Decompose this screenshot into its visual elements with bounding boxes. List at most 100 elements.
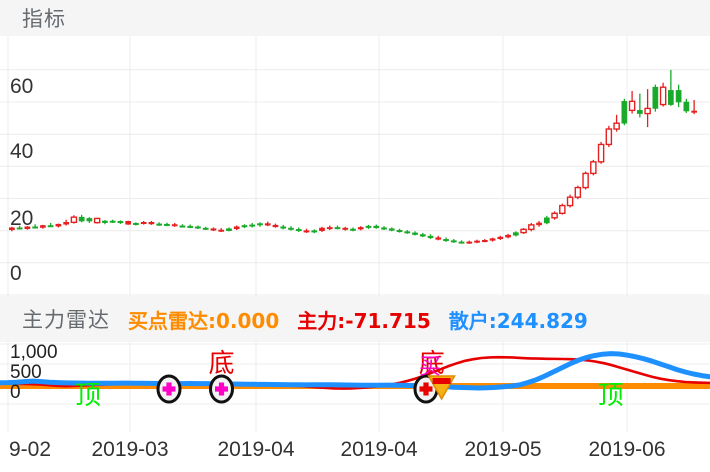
candle-body: [86, 218, 93, 222]
marker-cross-v: [166, 382, 172, 396]
radar-panel-header: 主力雷达 买点雷达:0.000 主力:-71.715 散户:244.829: [0, 296, 710, 342]
candle-body: [419, 234, 426, 237]
retail-line: [0, 351, 710, 391]
candle-body: [520, 228, 527, 234]
candle-body: [528, 224, 535, 231]
candle-body: [93, 217, 101, 224]
candle-body: [474, 240, 480, 243]
candle-body: [435, 237, 442, 240]
candle-body: [326, 227, 333, 230]
candle-body: [295, 229, 302, 232]
marker-cross-v: [423, 382, 429, 396]
candle-body: [24, 226, 31, 230]
kline-plot-area: [0, 36, 710, 296]
candle-body: [202, 227, 209, 230]
candle-body: [288, 227, 294, 230]
candle-body: [388, 228, 395, 231]
kline-y-tick-40: 40: [10, 140, 34, 163]
gold-arrow-marker[interactable]: [427, 375, 456, 401]
candle-body: [319, 227, 325, 231]
candle-body: [342, 227, 349, 230]
candle-body: [148, 222, 155, 225]
top-signal-label: 顶: [598, 381, 624, 411]
radar-lines-svg: 顶 底 底顶 买: [0, 342, 710, 432]
radar-panel-title: 主力雷达: [22, 308, 110, 332]
candle-body: [164, 223, 170, 226]
candle-body: [683, 101, 690, 112]
marker-cross-v: [218, 382, 225, 396]
x-axis-tick-label: 2019-04: [340, 438, 418, 461]
candle-body: [179, 225, 186, 228]
candle-body: [613, 122, 620, 130]
candle-body: [597, 143, 605, 163]
candle-body: [357, 227, 364, 230]
candle-body: [156, 223, 163, 226]
candle-body: [427, 235, 434, 239]
candle-body: [249, 224, 256, 227]
radar-y-tick-500: 500: [10, 362, 42, 383]
candle-body: [536, 222, 542, 226]
x-axis-tick-label: 2019-04: [217, 438, 295, 461]
candle-body: [404, 231, 411, 234]
candle-body: [187, 225, 194, 228]
candle-body: [466, 241, 473, 244]
top-signal-label: 顶: [75, 381, 101, 411]
candle-body: [9, 227, 15, 231]
candle-body: [489, 238, 496, 241]
candle-body: [628, 100, 636, 112]
candle-body: [241, 225, 248, 228]
x-axis-tick-label: 2019-05: [464, 438, 542, 461]
bottom-signal-label: 底: [208, 349, 234, 379]
candle-body: [272, 224, 279, 228]
candle-body: [109, 220, 116, 223]
legend-buy-point-radar: 买点雷达:0.000: [128, 308, 280, 333]
candle-body: [233, 226, 240, 230]
legend-retail: 散户:244.829: [448, 308, 588, 333]
candle-body: [659, 86, 667, 106]
candle-body: [264, 223, 271, 226]
radar-plot-area: 顶 底 底顶 买: [0, 342, 710, 432]
kline-y-tick-20: 20: [10, 207, 34, 230]
candle-body: [40, 225, 46, 228]
candle-body: [226, 228, 232, 231]
candle-body: [644, 107, 651, 115]
candle-body: [582, 172, 589, 189]
candle-body: [280, 226, 287, 229]
candle-body: [171, 224, 178, 227]
candle-body: [443, 239, 449, 242]
candle-body: [412, 232, 418, 235]
candle-body: [566, 196, 574, 207]
candle-body: [605, 128, 613, 146]
bottom-signal-label: 底: [419, 349, 445, 379]
candle-body: [621, 101, 628, 124]
candle-body: [543, 217, 550, 224]
candle-body: [16, 227, 23, 230]
gold-arrow-bar: [432, 378, 451, 384]
candle-body: [458, 241, 465, 244]
candle-body: [195, 226, 201, 229]
x-axis-tick-label: 9-02: [8, 438, 52, 461]
candle-body: [257, 223, 263, 226]
candle-body: [334, 227, 341, 230]
legend-main-force: 主力:-71.715: [297, 308, 431, 333]
signal-cross-circle-marker[interactable]: [209, 374, 234, 404]
candle-body: [559, 204, 566, 215]
kline-y-tick-60: 60: [10, 75, 34, 98]
signal-cross-circle-marker[interactable]: [156, 374, 182, 404]
candle-body: [512, 232, 519, 236]
candle-body: [652, 86, 659, 109]
candlestick-svg: [0, 36, 710, 296]
candle-body: [117, 221, 124, 224]
x-axis-tick-label: 2019-06: [588, 438, 666, 461]
kline-panel-header: 指标: [0, 0, 710, 36]
candle-body: [303, 230, 310, 233]
candle-body: [636, 110, 643, 114]
candle-body: [675, 90, 682, 103]
candle-body: [373, 225, 380, 229]
candle-body: [32, 226, 39, 229]
candle-body: [481, 240, 488, 243]
candle-body: [497, 236, 504, 240]
kline-panel-title: 指标: [22, 7, 66, 31]
radar-y-tick-1000: 1,000: [10, 342, 58, 363]
candle-body: [47, 225, 54, 228]
